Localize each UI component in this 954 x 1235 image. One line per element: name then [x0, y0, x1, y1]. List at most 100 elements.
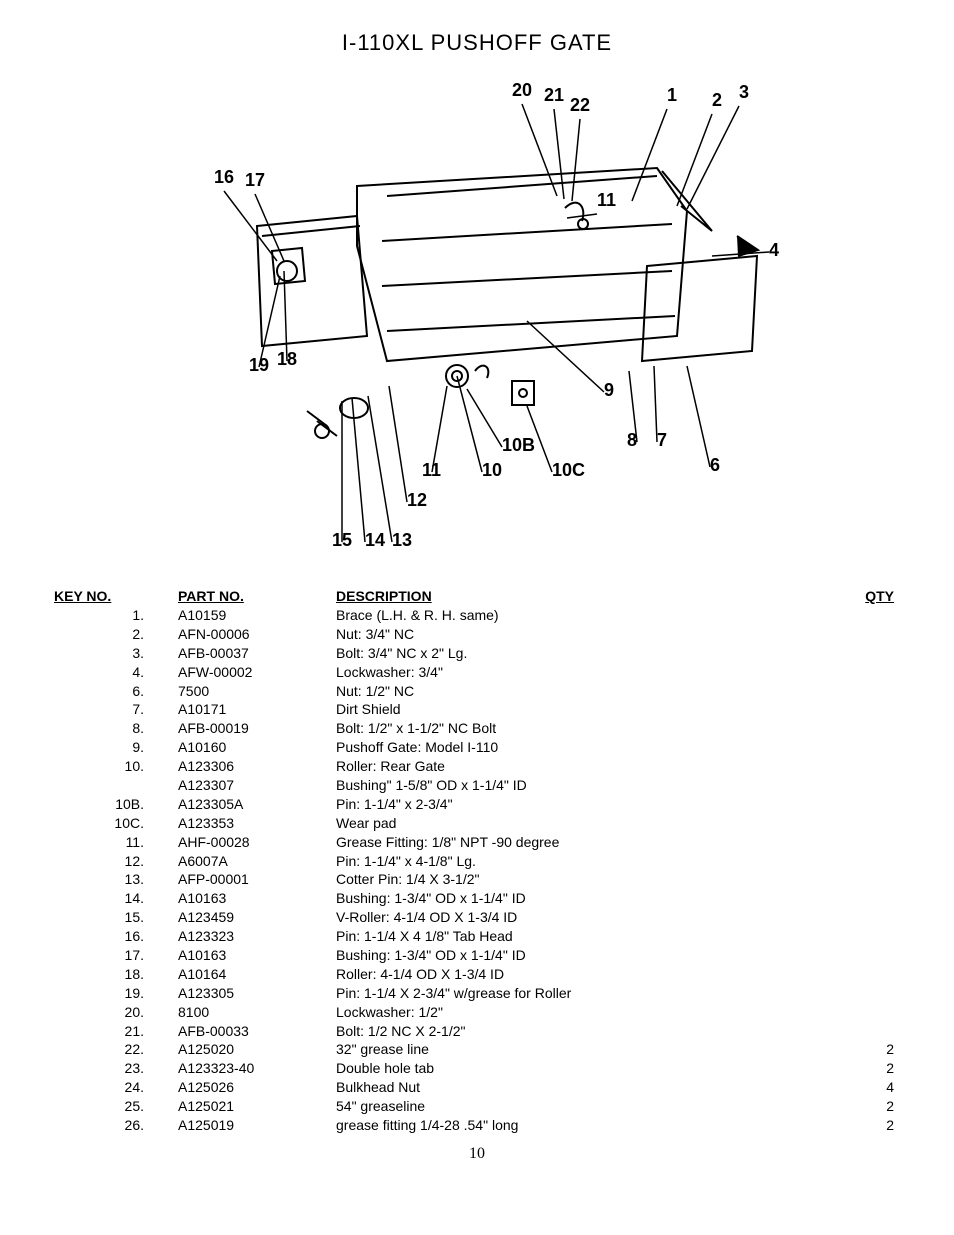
cell-desc: Grease Fitting: 1/8" NPT -90 degree	[332, 833, 830, 852]
cell-qty	[830, 606, 904, 625]
cell-part: A125021	[174, 1097, 332, 1116]
cell-part: A6007A	[174, 852, 332, 871]
diagram-callout: 10C	[552, 460, 585, 480]
diagram-callout: 11	[597, 190, 616, 210]
cell-desc: Brace (L.H. & R. H. same)	[332, 606, 830, 625]
cell-desc: Roller: 4-1/4 OD X 1-3/4 ID	[332, 965, 830, 984]
cell-qty	[830, 682, 904, 701]
cell-desc: 32" grease line	[332, 1040, 830, 1059]
cell-desc: Bushing: 1-3/4" OD x 1-1/4" ID	[332, 889, 830, 908]
cell-desc: Bolt: 3/4" NC x 2" Lg.	[332, 644, 830, 663]
cell-key: 24.	[50, 1078, 174, 1097]
table-row: 18.A10164Roller: 4-1/4 OD X 1-3/4 ID	[50, 965, 904, 984]
cell-key: 7.	[50, 700, 174, 719]
table-row: 23.A123323-40Double hole tab2	[50, 1059, 904, 1078]
cell-desc: grease fitting 1/4-28 .54" long	[332, 1116, 830, 1135]
cell-qty: 4	[830, 1078, 904, 1097]
cell-part: AFB-00033	[174, 1022, 332, 1041]
table-row: 1.A10159Brace (L.H. & R. H. same)	[50, 606, 904, 625]
header-part: PART NO.	[174, 586, 332, 606]
diagram-callout: 4	[769, 240, 779, 260]
cell-desc: Nut: 1/2" NC	[332, 682, 830, 701]
diagram-callout: 2	[712, 90, 722, 110]
header-qty: QTY	[830, 586, 904, 606]
cell-key: 12.	[50, 852, 174, 871]
cell-key: 16.	[50, 927, 174, 946]
cell-qty	[830, 984, 904, 1003]
cell-desc: Double hole tab	[332, 1059, 830, 1078]
table-row: 19.A123305Pin: 1-1/4 X 2-3/4" w/grease f…	[50, 984, 904, 1003]
cell-qty	[830, 700, 904, 719]
cell-qty	[830, 908, 904, 927]
cell-key: 10B.	[50, 795, 174, 814]
diagram-callout: 20	[512, 80, 532, 100]
table-row: 11.AHF-00028Grease Fitting: 1/8" NPT -90…	[50, 833, 904, 852]
cell-qty: 2	[830, 1040, 904, 1059]
cell-part: A123323	[174, 927, 332, 946]
cell-qty	[830, 738, 904, 757]
parts-table: KEY NO. PART NO. DESCRIPTION QTY 1.A1015…	[50, 586, 904, 1135]
diagram-callout: 3	[739, 82, 749, 102]
table-row: 14.A10163Bushing: 1-3/4" OD x 1-1/4" ID	[50, 889, 904, 908]
table-row: 12.A6007APin: 1-1/4" x 4-1/8" Lg.	[50, 852, 904, 871]
cell-qty	[830, 795, 904, 814]
cell-part: A10163	[174, 946, 332, 965]
table-row: 10B.A123305APin: 1-1/4" x 2-3/4"	[50, 795, 904, 814]
diagram-callout: 14	[365, 530, 385, 550]
cell-part: AHF-00028	[174, 833, 332, 852]
cell-key: 23.	[50, 1059, 174, 1078]
cell-qty	[830, 625, 904, 644]
cell-qty	[830, 719, 904, 738]
cell-key: 1.	[50, 606, 174, 625]
cell-desc: Pin: 1-1/4 X 2-3/4" w/grease for Roller	[332, 984, 830, 1003]
diagram-callout: 7	[657, 430, 667, 450]
table-row: 7.A10171Dirt Shield	[50, 700, 904, 719]
cell-part: A10163	[174, 889, 332, 908]
cell-part: A10159	[174, 606, 332, 625]
cell-desc: Bolt: 1/2 NC X 2-1/2"	[332, 1022, 830, 1041]
table-row: 8.AFB-00019Bolt: 1/2" x 1-1/2" NC Bolt	[50, 719, 904, 738]
cell-key: 22.	[50, 1040, 174, 1059]
cell-key: 13.	[50, 870, 174, 889]
diagram-callout: 12	[407, 490, 427, 510]
cell-part: A125019	[174, 1116, 332, 1135]
cell-key: 20.	[50, 1003, 174, 1022]
cell-qty	[830, 644, 904, 663]
table-row: 26.A125019grease fitting 1/4-28 .54" lon…	[50, 1116, 904, 1135]
cell-part: A123306	[174, 757, 332, 776]
cell-qty	[830, 889, 904, 908]
cell-key: 15.	[50, 908, 174, 927]
diagram-callout: 19	[249, 355, 269, 375]
header-desc: DESCRIPTION	[332, 586, 830, 606]
cell-desc: Wear pad	[332, 814, 830, 833]
cell-key	[50, 776, 174, 795]
cell-qty	[830, 814, 904, 833]
cell-qty	[830, 663, 904, 682]
cell-desc: Bulkhead Nut	[332, 1078, 830, 1097]
diagram-callout: 17	[245, 170, 265, 190]
diagram-callout: 21	[544, 85, 564, 105]
cell-qty: 2	[830, 1059, 904, 1078]
diagram-callout: 11	[422, 460, 441, 480]
table-row: 10.A123306Roller: Rear Gate	[50, 757, 904, 776]
diagram-callout: 18	[277, 349, 297, 369]
cell-key: 3.	[50, 644, 174, 663]
cell-key: 6.	[50, 682, 174, 701]
table-row: 16.A123323Pin: 1-1/4 X 4 1/8" Tab Head	[50, 927, 904, 946]
diagram-callout: 15	[332, 530, 352, 550]
cell-part: AFB-00019	[174, 719, 332, 738]
page-number: 10	[50, 1145, 904, 1163]
cell-part: A123305A	[174, 795, 332, 814]
cell-key: 10.	[50, 757, 174, 776]
cell-qty: 2	[830, 1097, 904, 1116]
cell-qty	[830, 965, 904, 984]
diagram-callout: 1	[667, 85, 677, 105]
table-row: 15.A123459V-Roller: 4-1/4 OD X 1-3/4 ID	[50, 908, 904, 927]
diagram-callout: 6	[710, 455, 720, 475]
cell-qty	[830, 870, 904, 889]
table-row: 17.A10163Bushing: 1-3/4" OD x 1-1/4" ID	[50, 946, 904, 965]
cell-desc: Pushoff Gate: Model I-110	[332, 738, 830, 757]
diagram-callout: 13	[392, 530, 412, 550]
table-row: 3.AFB-00037Bolt: 3/4" NC x 2" Lg.	[50, 644, 904, 663]
table-row: 24.A125026Bulkhead Nut4	[50, 1078, 904, 1097]
